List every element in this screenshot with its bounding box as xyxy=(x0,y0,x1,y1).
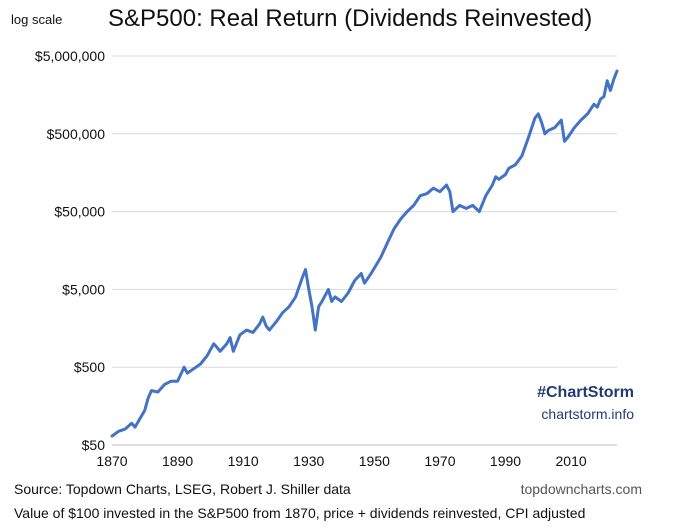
chart-title: S&P500: Real Return (Dividends Reinveste… xyxy=(108,5,593,32)
x-axis-ticks: 1870 1890 1910 1930 1950 1970 1990 2010 xyxy=(96,453,586,469)
watermark: topdowncharts.com xyxy=(520,481,642,497)
chart-caption: Value of $100 invested in the S&P500 fro… xyxy=(14,505,586,521)
scale-note: log scale xyxy=(11,12,63,27)
y-tick-label: $5,000 xyxy=(62,281,105,297)
x-tick-label: 2010 xyxy=(556,453,587,469)
gridlines xyxy=(112,55,617,368)
y-tick-label: $50,000 xyxy=(54,204,105,220)
x-tick-label: 1950 xyxy=(359,453,390,469)
x-tick-label: 1970 xyxy=(424,453,455,469)
y-tick-label: $5,000,000 xyxy=(35,48,105,64)
y-tick-label: $500,000 xyxy=(47,126,106,142)
x-tick-label: 1870 xyxy=(96,453,127,469)
source-note: Source: Topdown Charts, LSEG, Robert J. … xyxy=(14,481,351,497)
y-tick-label: $500 xyxy=(74,359,105,375)
chartstorm-site: chartstorm.info xyxy=(541,406,634,422)
x-tick-label: 1910 xyxy=(228,453,259,469)
chartstorm-tag: #ChartStorm xyxy=(537,384,634,401)
x-tick-label: 1890 xyxy=(162,453,193,469)
x-tick-label: 1990 xyxy=(490,453,521,469)
y-axis-ticks: $50 $500 $5,000 $50,000 $500,000 $5,000,000 xyxy=(35,48,105,453)
series-group xyxy=(110,69,619,438)
series-line xyxy=(110,69,619,438)
x-tick-label: 1930 xyxy=(293,453,324,469)
y-tick-label: $50 xyxy=(82,437,106,453)
